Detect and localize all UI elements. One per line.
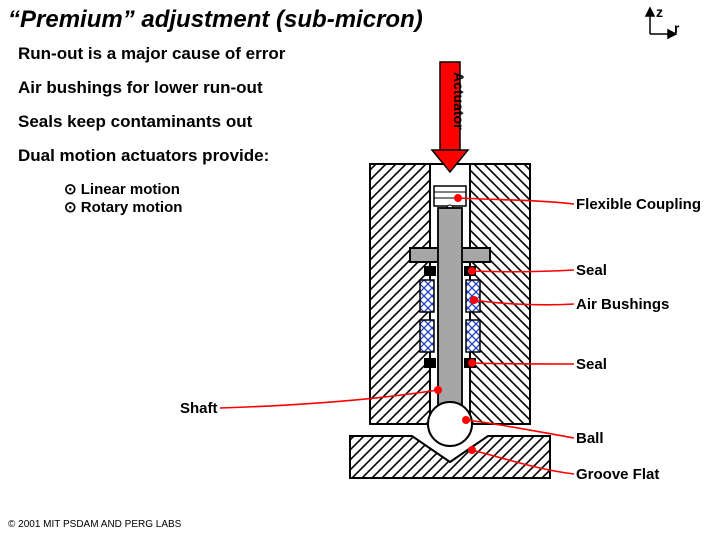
actuator-arrow: Actuator	[432, 62, 468, 172]
ball	[428, 402, 472, 446]
actuator-label: Actuator	[451, 72, 467, 130]
shaft	[438, 208, 462, 416]
diagram-svg: Actuator	[0, 0, 720, 540]
axis-arrows	[646, 8, 676, 38]
